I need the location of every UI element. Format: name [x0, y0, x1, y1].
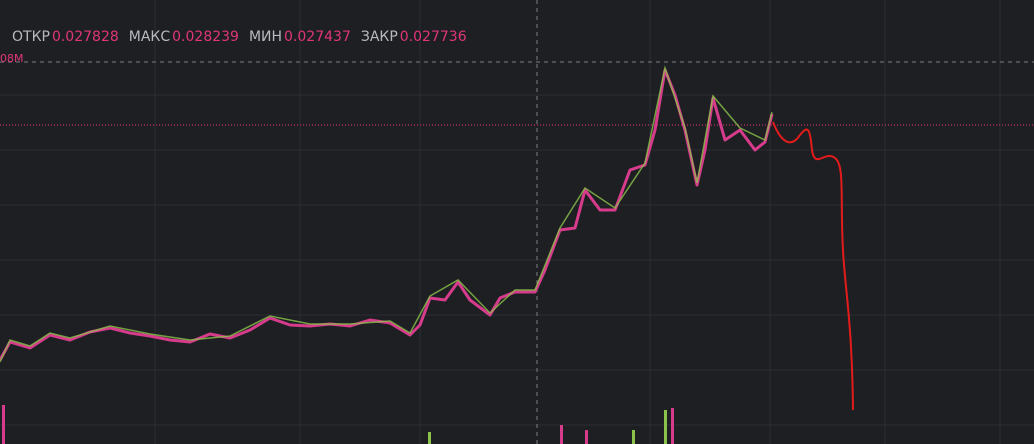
ohlc-label: МАКС [128, 29, 171, 45]
ohlc-value: 0.027736 [399, 29, 467, 45]
price-trace [0, 68, 774, 361]
ohlc-label: ЗАКР [360, 29, 398, 45]
volume-bar [585, 430, 588, 444]
price-trace-up [0, 65, 773, 363]
hand-drawn-forecast [772, 121, 854, 411]
volume-bar [664, 410, 667, 444]
volume-bar [560, 425, 563, 444]
ohlc-label: МИН [248, 29, 283, 45]
ohlc-value: 0.027828 [51, 29, 119, 45]
ohlc-label: ОТКР [12, 29, 50, 45]
ohlc-value: 0.027437 [284, 29, 351, 45]
volume-bar [632, 430, 635, 444]
ohlc-legend: ОТКР 0.027828 МАКС 0.028239 МИН 0.027437 ЗАКР 0… [12, 29, 477, 45]
volume-bar [671, 408, 674, 444]
ohlc-value: 0.028239 [172, 29, 239, 45]
volume-bar [2, 405, 5, 444]
volume-bar [428, 432, 431, 444]
volume-bars [2, 405, 674, 444]
volume-label: 08M [0, 52, 24, 65]
